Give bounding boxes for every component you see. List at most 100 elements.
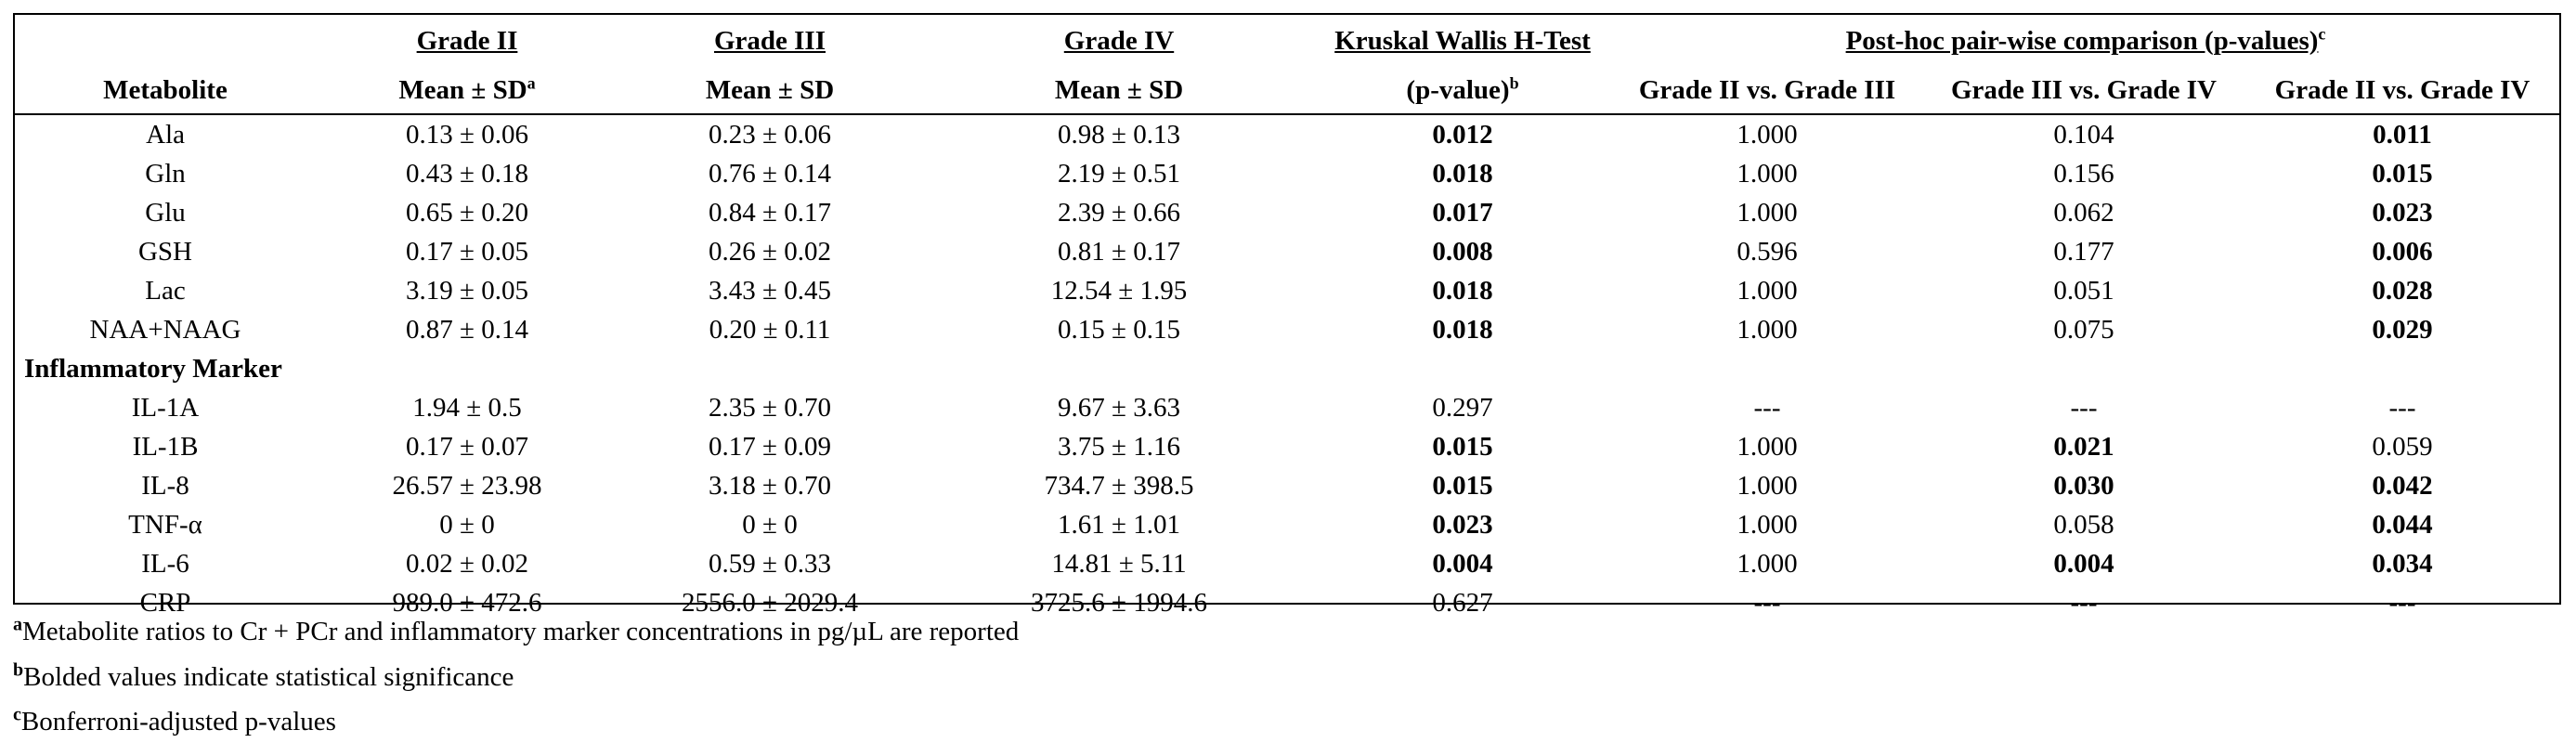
posthoc-2v4: 0.006 [2372, 236, 2433, 267]
grade4-value: 3.75 ± 1.16 [1058, 431, 1180, 462]
table-row: NAA+NAAG 0.87 ± 0.14 0.20 ± 0.11 0.15 ± 0.1… [13, 310, 2561, 349]
posthoc-3v4: 0.030 [2053, 470, 2114, 501]
grade3-value: 2556.0 ± 2029.4 [682, 587, 858, 618]
footnote-a: aMetabolite ratios to Cr + PCr and infla… [13, 614, 1020, 646]
grade2-value: 989.0 ± 472.6 [392, 587, 542, 618]
kruskal-pvalue: 0.008 [1432, 236, 1493, 267]
posthoc-2v3: 1.000 [1737, 509, 1798, 540]
kruskal-pvalue: 0.015 [1432, 470, 1493, 501]
posthoc-2v4: 0.034 [2372, 548, 2433, 579]
posthoc-2v3: 0.596 [1737, 236, 1798, 267]
posthoc-3v4: --- [2070, 392, 2098, 423]
table-row: Glu 0.65 ± 0.20 0.84 ± 0.17 2.39 ± 0.66 0.01… [13, 193, 2561, 232]
row-label: CRP [139, 587, 191, 618]
posthoc-2v3: 1.000 [1737, 275, 1798, 306]
posthoc-2v4: 0.011 [2373, 119, 2432, 150]
kruskal-pvalue: 0.018 [1432, 158, 1493, 189]
table-row: Ala 0.13 ± 0.06 0.23 ± 0.06 0.98 ± 0.13 0.01… [13, 114, 2561, 154]
posthoc-title: Post-hoc pair-wise comparison (p-values)… [1845, 23, 2326, 56]
kruskal-pvalue: 0.004 [1432, 548, 1493, 579]
grade3-value: 3.43 ± 0.45 [709, 275, 831, 306]
table-row: IL-6 0.02 ± 0.02 0.59 ± 0.33 14.81 ± 5.11 0.… [13, 544, 2561, 583]
grade2-title: Grade II [416, 25, 518, 56]
grade3-title: Grade III [713, 25, 826, 56]
row-label: NAA+NAAG [89, 314, 241, 345]
posthoc-2v4: --- [2388, 392, 2416, 423]
grade3-value: 3.18 ± 0.70 [709, 470, 831, 501]
kruskal-pvalue: 0.015 [1432, 431, 1493, 462]
row-label: Lac [145, 275, 186, 306]
kruskal-pvalue: 0.297 [1432, 392, 1493, 423]
comp-2v3-header: Grade II vs. Grade III [1610, 67, 1924, 115]
grade3-value: 0.84 ± 0.17 [709, 197, 831, 228]
posthoc-2v3: --- [1753, 392, 1781, 423]
grade3-value: 0.17 ± 0.09 [709, 431, 831, 462]
posthoc-3v4: --- [2070, 587, 2098, 618]
grade4-value: 0.81 ± 0.17 [1058, 236, 1180, 267]
table-row: CRP 989.0 ± 472.6 2556.0 ± 2029.4 3725.6 ± … [13, 583, 2561, 622]
grade3-value: 0.20 ± 0.11 [709, 314, 831, 345]
posthoc-2v3: 1.000 [1737, 158, 1798, 189]
row-label: Gln [145, 158, 186, 189]
grade2-value: 1.94 ± 0.5 [412, 392, 522, 423]
posthoc-3v4: 0.075 [2053, 314, 2114, 345]
grade4-value: 2.39 ± 0.66 [1058, 197, 1180, 228]
posthoc-2v4: 0.029 [2372, 314, 2433, 345]
comp-2v4-header: Grade II vs. Grade IV [2244, 67, 2562, 115]
posthoc-2v4: 0.028 [2372, 275, 2433, 306]
footnote-c: cBonferroni-adjusted p-values [13, 704, 336, 736]
table-row: IL-1B 0.17 ± 0.07 0.17 ± 0.09 3.75 ± 1.16 0.… [13, 427, 2561, 466]
grade2-value: 0.02 ± 0.02 [406, 548, 528, 579]
kruskal-pvalue: 0.018 [1432, 314, 1493, 345]
grade4-value: 9.67 ± 3.63 [1058, 392, 1180, 423]
posthoc-2v3: 1.000 [1737, 470, 1798, 501]
kruskal-pvalue: 0.017 [1432, 197, 1493, 228]
kruskal-title: Kruskal Wallis H-Test [1334, 25, 1591, 56]
grade2-value: 0.17 ± 0.07 [406, 431, 528, 462]
row-label: Ala [146, 119, 185, 150]
pvalue-header: (p-value)b [1315, 67, 1610, 115]
posthoc-2v4: 0.059 [2372, 431, 2433, 462]
grade2-value: 0.13 ± 0.06 [406, 119, 528, 150]
grade2-value: 26.57 ± 23.98 [392, 470, 542, 501]
inflammatory-marker-label: Inflammatory Marker [24, 353, 282, 384]
grade2-value: 0.17 ± 0.05 [406, 236, 528, 267]
grade4-mean-sd-header: Mean ± SD [923, 67, 1315, 115]
kruskal-pvalue: 0.012 [1432, 119, 1493, 150]
posthoc-2v4: 0.015 [2372, 158, 2433, 189]
posthoc-3v4: 0.156 [2053, 158, 2114, 189]
grade2-value: 3.19 ± 0.05 [406, 275, 528, 306]
grade2-value: 0.65 ± 0.20 [406, 197, 528, 228]
row-label: IL-6 [141, 548, 189, 579]
results-table: Grade II Grade III Grade IV Kruskal Wall… [13, 15, 2562, 622]
posthoc-3v4: 0.104 [2053, 119, 2114, 150]
table-row: Gln 0.43 ± 0.18 0.76 ± 0.14 2.19 ± 0.51 0.01… [13, 154, 2561, 193]
posthoc-2v3: 1.000 [1737, 314, 1798, 345]
grade3-value: 0.23 ± 0.06 [709, 119, 831, 150]
table-frame [13, 13, 2561, 605]
row-label: GSH [137, 236, 192, 267]
grade4-value: 2.19 ± 0.51 [1058, 158, 1180, 189]
grade4-value: 734.7 ± 398.5 [1044, 470, 1194, 501]
posthoc-3v4: 0.062 [2053, 197, 2114, 228]
grade2-mean-sd-header: Mean ± SDa [318, 67, 617, 115]
grade2-value: 0 ± 0 [439, 509, 495, 540]
posthoc-2v4: --- [2388, 587, 2416, 618]
posthoc-2v4: 0.044 [2372, 509, 2433, 540]
posthoc-3v4: 0.004 [2053, 548, 2114, 579]
grade3-value: 0.26 ± 0.02 [709, 236, 831, 267]
row-label: IL-8 [141, 470, 189, 501]
posthoc-2v3: 1.000 [1737, 548, 1798, 579]
row-label: IL-1A [131, 392, 200, 423]
posthoc-2v3: 1.000 [1737, 197, 1798, 228]
grade4-value: 0.15 ± 0.15 [1058, 314, 1180, 345]
grade3-value: 0.59 ± 0.33 [709, 548, 831, 579]
posthoc-2v4: 0.042 [2372, 470, 2433, 501]
footnote-mark-c: c [2318, 23, 2326, 43]
grade4-value: 1.61 ± 1.01 [1058, 509, 1180, 540]
header-row-1: Grade II Grade III Grade IV Kruskal Wall… [13, 15, 2561, 67]
posthoc-3v4: 0.177 [2053, 236, 2114, 267]
table-row: Lac 3.19 ± 0.05 3.43 ± 0.45 12.54 ± 1.95 0.0… [13, 271, 2561, 310]
grade3-mean-sd-header: Mean ± SD [617, 67, 923, 115]
posthoc-2v3: --- [1753, 587, 1781, 618]
